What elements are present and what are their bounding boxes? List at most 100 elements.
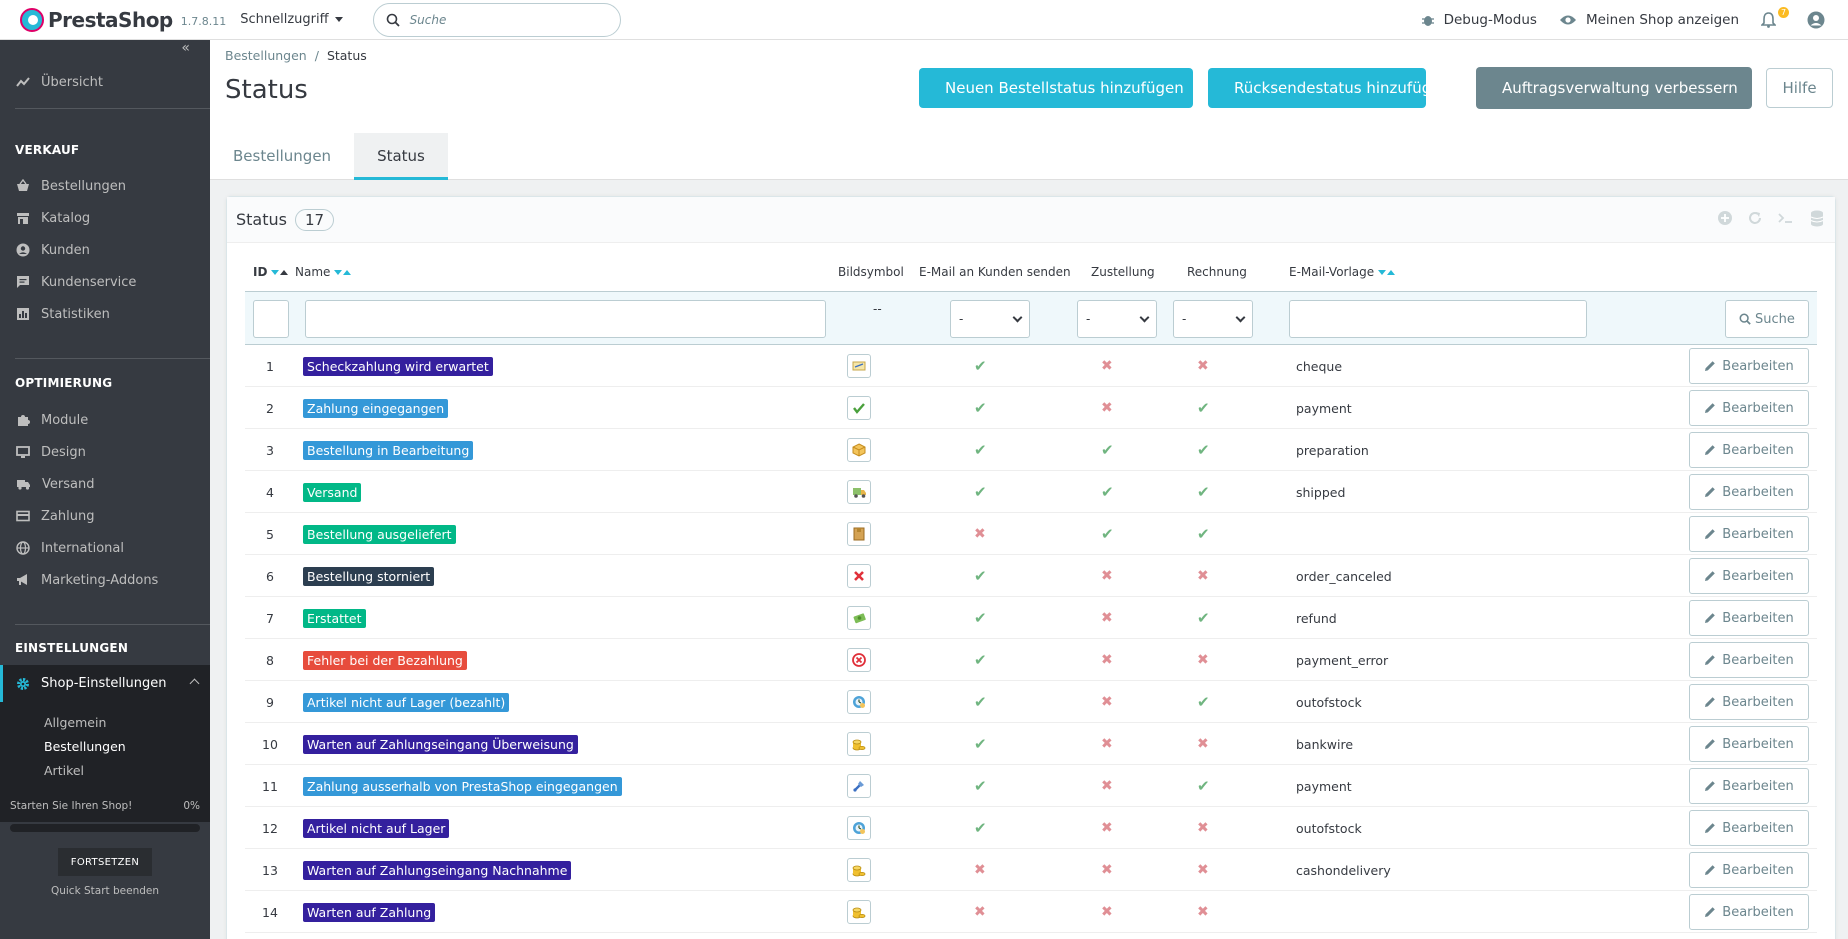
- check-icon[interactable]: ✔: [974, 357, 987, 375]
- edit-button[interactable]: Bearbeiten: [1689, 390, 1809, 426]
- table-row[interactable]: 3 Bestellung in Bearbeitung ✔ ✔ ✔ prepar…: [245, 429, 1817, 471]
- sidebar-item-design[interactable]: Design: [0, 437, 210, 467]
- improve-order-management-button[interactable]: Auftragsverwaltung verbessern: [1476, 67, 1752, 109]
- edit-button[interactable]: Bearbeiten: [1689, 642, 1809, 678]
- add-return-status-button[interactable]: Rücksendestatus hinzufügen: [1208, 68, 1450, 108]
- table-row[interactable]: 7 Erstattet ✔ ✖ ✔ refund Bearbeiten: [245, 597, 1817, 639]
- sort-icon[interactable]: [270, 269, 289, 275]
- edit-button[interactable]: Bearbeiten: [1689, 726, 1809, 762]
- refresh-icon[interactable]: [1747, 210, 1763, 227]
- edit-button[interactable]: Bearbeiten: [1689, 894, 1809, 930]
- cross-icon[interactable]: ✖: [1197, 820, 1209, 836]
- submenu-item-products[interactable]: Artikel: [44, 763, 85, 778]
- filter-delivery-select[interactable]: -: [1077, 300, 1157, 338]
- collapse-sidebar-icon[interactable]: «: [181, 40, 190, 56]
- check-icon[interactable]: ✔: [974, 693, 987, 711]
- check-icon[interactable]: ✔: [974, 399, 987, 417]
- sql-query-icon[interactable]: [1777, 210, 1795, 227]
- table-row[interactable]: 11 Zahlung ausserhalb von PrestaShop ein…: [245, 765, 1817, 807]
- cross-icon[interactable]: ✖: [1101, 610, 1113, 626]
- sidebar-item-orders[interactable]: Bestellungen: [0, 171, 210, 201]
- edit-button[interactable]: Bearbeiten: [1689, 558, 1809, 594]
- cross-icon[interactable]: ✖: [1101, 820, 1113, 836]
- column-header-template[interactable]: E-Mail-Vorlage: [1289, 265, 1396, 279]
- table-row[interactable]: 2 Zahlung eingegangen ✔ ✖ ✔ payment Bear…: [245, 387, 1817, 429]
- edit-button[interactable]: Bearbeiten: [1689, 432, 1809, 468]
- check-icon[interactable]: ✔: [1197, 777, 1210, 795]
- help-button[interactable]: Hilfe: [1766, 68, 1833, 108]
- cross-icon[interactable]: ✖: [1197, 358, 1209, 374]
- sidebar-item-overview[interactable]: Übersicht: [0, 67, 210, 97]
- add-icon[interactable]: [1717, 210, 1733, 227]
- sidebar-item-stats[interactable]: Statistiken: [0, 299, 210, 329]
- end-quickstart-link[interactable]: Quick Start beenden: [50, 885, 160, 897]
- column-header-id[interactable]: ID: [253, 265, 289, 279]
- resume-button[interactable]: FORTSETZEN: [58, 848, 152, 876]
- cross-icon[interactable]: ✖: [1101, 694, 1113, 710]
- cross-icon[interactable]: ✖: [1197, 862, 1209, 878]
- check-icon[interactable]: ✔: [974, 777, 987, 795]
- check-icon[interactable]: ✔: [1101, 525, 1114, 543]
- check-icon[interactable]: ✔: [1101, 441, 1114, 459]
- sidebar-item-payment[interactable]: Zahlung: [0, 501, 210, 531]
- table-row[interactable]: 5 Bestellung ausgeliefert ✖ ✔ ✔ Bearbeit…: [245, 513, 1817, 555]
- check-icon[interactable]: ✔: [974, 441, 987, 459]
- filter-template-input[interactable]: [1289, 300, 1587, 338]
- breadcrumb-orders[interactable]: Bestellungen: [225, 48, 307, 63]
- sidebar-item-customers[interactable]: Kunden: [0, 235, 210, 265]
- check-icon[interactable]: ✔: [1197, 483, 1210, 501]
- table-row[interactable]: 9 Artikel nicht auf Lager (bezahlt) ✔ ✖ …: [245, 681, 1817, 723]
- cross-icon[interactable]: ✖: [1197, 904, 1209, 920]
- view-shop-link[interactable]: Meinen Shop anzeigen: [1559, 12, 1739, 28]
- notifications-button[interactable]: 7: [1761, 7, 1789, 28]
- check-icon[interactable]: ✔: [974, 735, 987, 753]
- cross-icon[interactable]: ✖: [1197, 736, 1209, 752]
- filter-invoice-select[interactable]: -: [1173, 300, 1253, 338]
- edit-button[interactable]: Bearbeiten: [1689, 600, 1809, 636]
- filter-id-input[interactable]: [253, 300, 289, 338]
- sort-icon[interactable]: [333, 269, 352, 275]
- table-row[interactable]: 13 Warten auf Zahlungseingang Nachnahme …: [245, 849, 1817, 891]
- cross-icon[interactable]: ✖: [1101, 904, 1113, 920]
- check-icon[interactable]: ✔: [974, 567, 987, 585]
- sidebar-item-shipping[interactable]: Versand: [0, 469, 210, 499]
- edit-button[interactable]: Bearbeiten: [1689, 810, 1809, 846]
- table-row[interactable]: 14 Warten auf Zahlung ✖ ✖ ✖ Bearbeiten: [245, 891, 1817, 933]
- table-row[interactable]: 1 Scheckzahlung wird erwartet ✔ ✖ ✖ cheq…: [245, 345, 1817, 387]
- cross-icon[interactable]: ✖: [974, 904, 986, 920]
- database-icon[interactable]: [1809, 210, 1825, 227]
- debug-mode-link[interactable]: Debug-Modus: [1421, 12, 1537, 28]
- sidebar-item-catalog[interactable]: Katalog: [0, 203, 210, 233]
- table-row[interactable]: 4 Versand ✔ ✔ ✔ shipped Bearbeiten: [245, 471, 1817, 513]
- sidebar-item-marketing[interactable]: Marketing-Addons: [0, 565, 210, 595]
- tab-status[interactable]: Status: [354, 133, 448, 180]
- submenu-item-general[interactable]: Allgemein: [44, 715, 107, 730]
- table-row[interactable]: 6 Bestellung storniert ✔ ✖ ✖ order_cance…: [245, 555, 1817, 597]
- check-icon[interactable]: ✔: [1101, 483, 1114, 501]
- cross-icon[interactable]: ✖: [1101, 736, 1113, 752]
- cross-icon[interactable]: ✖: [1101, 568, 1113, 584]
- add-order-status-button[interactable]: Neuen Bestellstatus hinzufügen: [919, 68, 1193, 108]
- column-header-name[interactable]: Name: [295, 265, 352, 279]
- check-icon[interactable]: ✔: [1197, 441, 1210, 459]
- check-icon[interactable]: ✔: [974, 609, 987, 627]
- tab-orders[interactable]: Bestellungen: [233, 147, 332, 165]
- table-row[interactable]: 8 Fehler bei der Bezahlung ✔ ✖ ✖ payment…: [245, 639, 1817, 681]
- cross-icon[interactable]: ✖: [974, 862, 986, 878]
- filter-send-email-select[interactable]: -: [950, 300, 1030, 338]
- edit-button[interactable]: Bearbeiten: [1689, 348, 1809, 384]
- edit-button[interactable]: Bearbeiten: [1689, 852, 1809, 888]
- cross-icon[interactable]: ✖: [1101, 862, 1113, 878]
- logo[interactable]: PrestaShop 1.7.8.11: [20, 7, 226, 32]
- submenu-item-orders[interactable]: Bestellungen: [44, 739, 126, 754]
- edit-button[interactable]: Bearbeiten: [1689, 474, 1809, 510]
- sort-icon[interactable]: [1377, 269, 1396, 275]
- cross-icon[interactable]: ✖: [1101, 778, 1113, 794]
- cross-icon[interactable]: ✖: [1197, 652, 1209, 668]
- account-button[interactable]: [1807, 11, 1834, 29]
- filter-search-button[interactable]: Suche: [1725, 300, 1809, 338]
- cross-icon[interactable]: ✖: [1101, 400, 1113, 416]
- table-row[interactable]: 12 Artikel nicht auf Lager ✔ ✖ ✖ outofst…: [245, 807, 1817, 849]
- cross-icon[interactable]: ✖: [974, 526, 986, 542]
- cross-icon[interactable]: ✖: [1101, 652, 1113, 668]
